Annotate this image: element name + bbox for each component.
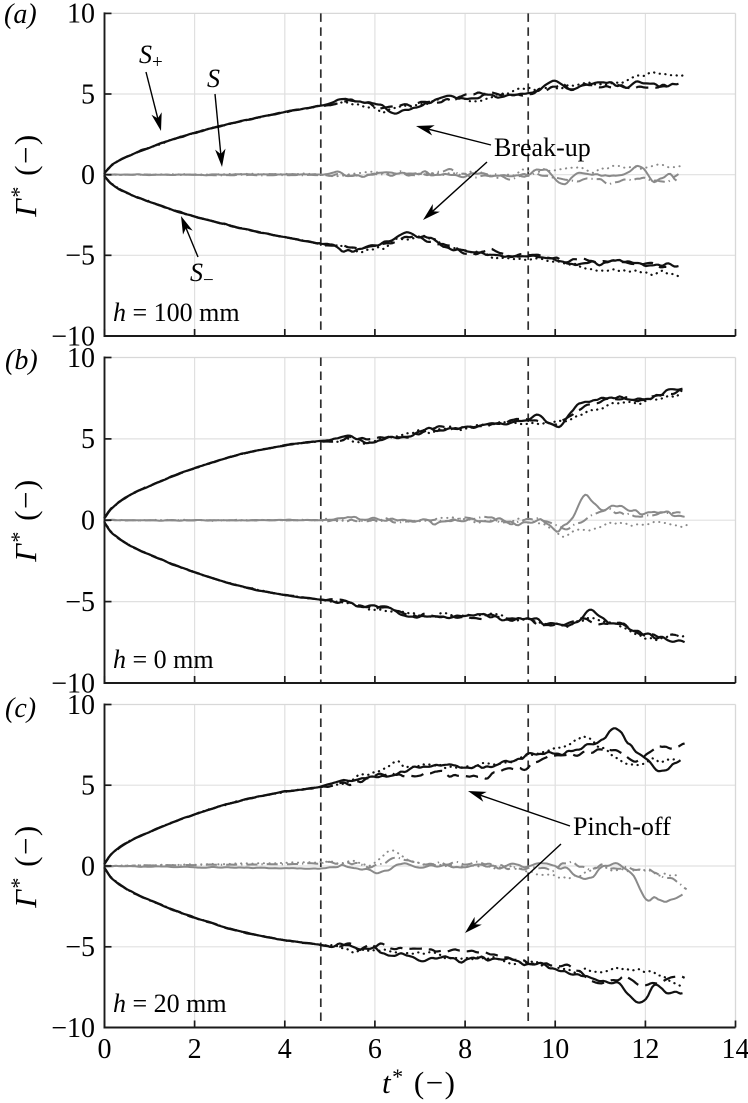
svg-text:12: 12 [631,1034,659,1065]
svg-text:Break-up: Break-up [494,133,591,162]
svg-text:−10: −10 [51,321,95,352]
svg-text:h = 100 mm: h = 100 mm [113,298,240,327]
svg-text:(c): (c) [5,693,36,724]
svg-text:5: 5 [81,771,95,802]
svg-text:0: 0 [98,1034,112,1065]
svg-text:(a): (a) [4,0,37,30]
svg-text:6: 6 [368,1034,382,1065]
svg-text:4: 4 [278,1034,292,1065]
svg-text:h = 0 mm: h = 0 mm [113,645,214,674]
svg-text:5: 5 [81,79,95,110]
svg-text:10: 10 [541,1034,569,1065]
svg-text:−10: −10 [51,1013,95,1044]
svg-text:S+: S+ [139,40,163,73]
svg-text:Γ* (−): Γ* (−) [6,824,43,909]
svg-text:10: 10 [67,343,95,374]
svg-text:t* (−): t* (−) [382,1064,457,1100]
svg-text:(b): (b) [5,345,38,376]
svg-text:10: 10 [67,0,95,30]
svg-text:S: S [207,64,220,93]
svg-text:5: 5 [81,424,95,455]
svg-text:14: 14 [722,1034,748,1065]
svg-text:8: 8 [458,1034,472,1065]
svg-text:0: 0 [81,160,95,191]
svg-text:Pinch-off: Pinch-off [573,812,671,841]
svg-text:0: 0 [81,851,95,882]
svg-text:10: 10 [67,690,95,721]
svg-text:Γ* (−): Γ* (−) [6,478,43,563]
svg-text:−5: −5 [65,932,95,963]
svg-text:h = 20 mm: h = 20 mm [113,989,227,1018]
svg-text:S−: S− [190,258,214,291]
svg-text:−5: −5 [65,241,95,272]
svg-text:0: 0 [81,506,95,537]
svg-text:−10: −10 [51,668,95,699]
svg-text:−5: −5 [65,587,95,618]
svg-text:2: 2 [188,1034,202,1065]
svg-text:Γ* (−): Γ* (−) [6,133,43,218]
